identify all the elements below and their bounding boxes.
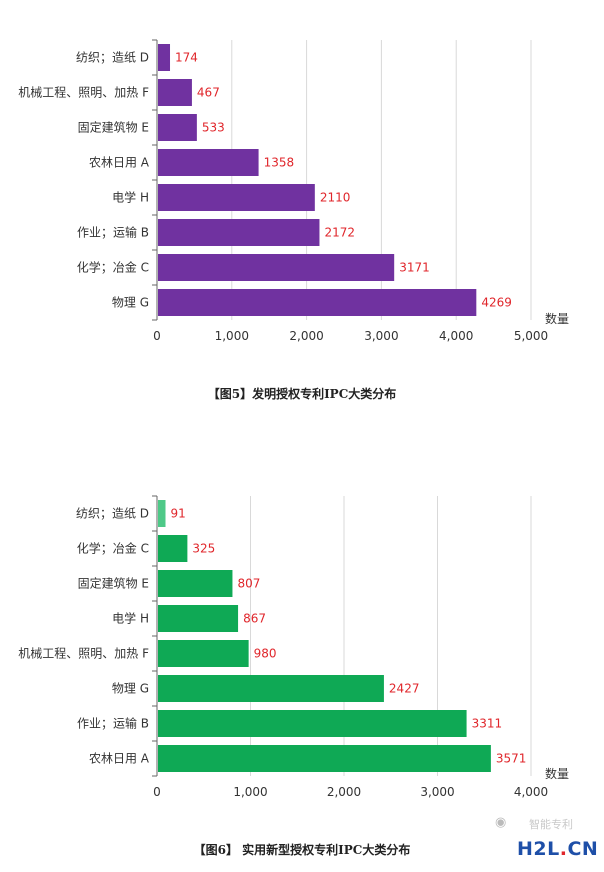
chart2-category-label: 机械工程、照明、加热 F [18,646,149,661]
chart2-category-label: 纺织；造纸 D [76,507,149,521]
chart1-x-tick-label: 1,000 [215,329,249,343]
chart1-x-tick-label: 4,000 [439,329,473,343]
chart2-value-label: 980 [254,647,277,661]
chart2-x-tick-label: 4,000 [514,785,548,799]
chart2-value-label: 3311 [472,717,503,731]
chart1-bar [158,219,320,246]
chart1-category-label: 物理 G [112,296,149,310]
chart2-value-label: 91 [171,507,186,521]
logo-h2l: H2L [517,838,560,860]
chart1-category-label: 农林日用 A [89,156,150,170]
chart1-bar [158,184,315,211]
chart2-x-tick-label: 0 [153,785,161,799]
chart2-category-label: 农林日用 A [89,752,150,766]
chart2-caption: 【图6】 实用新型授权专利IPC大类分布 [193,843,411,857]
chart2-bar [158,535,188,562]
chart2-bar [158,675,384,702]
chart2-category-label: 物理 G [112,682,149,696]
chart1-bar [158,149,259,176]
chart1-bar [158,289,477,316]
chart1-value-label: 467 [197,86,220,100]
chart1-x-axis-title: 数量 [545,311,569,326]
logo-cn: CN [567,838,599,860]
chart2-bar [158,500,166,527]
chart2-value-label: 325 [192,542,215,556]
chart2-x-tick-label: 1,000 [233,785,267,799]
chart1-category-label: 机械工程、照明、加热 F [18,85,149,100]
chart1-bar [158,44,171,71]
logo-dot: . [559,838,568,860]
chart1-category-label: 固定建筑物 E [78,120,149,135]
chart1-category-label: 纺织；造纸 D [76,51,149,65]
chart1-value-label: 533 [202,121,225,135]
chart2-x-tick-label: 2,000 [327,785,361,799]
h2l-logo: H2L.CN [517,838,598,860]
chart2-bar [158,640,249,667]
chart2-bar [158,570,233,597]
chart1-bar [158,254,395,281]
chart2-category-label: 化学；冶金 C [77,541,149,556]
chart2-x-tick-label: 3,000 [420,785,454,799]
chart1-x-tick-label: 3,000 [364,329,398,343]
chart1-category-label: 电学 H [112,190,149,205]
chart1-value-label: 3171 [399,261,430,275]
chart2-bar [158,745,491,772]
chart1-category-label: 作业；运输 B [77,225,149,240]
watermark-faint-text: 智能专利 [529,818,573,831]
chart2-bar [158,710,467,737]
chart2-x-axis-title: 数量 [545,766,569,781]
chart1-x-tick-label: 2,000 [289,329,323,343]
chart2-bar [158,605,239,632]
chart2-value-label: 3571 [496,752,527,766]
chart2-category-label: 电学 H [112,611,149,626]
chart2-category-label: 固定建筑物 E [78,576,149,591]
chart1-bar [158,79,192,106]
chart2-value-label: 867 [243,612,266,626]
chart1-bar [158,114,197,141]
chart1-caption: 【图5】发明授权专利IPC大类分布 [207,387,397,401]
chart1-value-label: 2110 [320,191,351,205]
chart1-value-label: 2172 [324,226,355,240]
chart1-category-label: 化学；冶金 C [77,260,149,275]
chart1-value-label: 4269 [481,296,512,310]
chart1-x-tick-label: 5,000 [514,329,548,343]
chart2-value-label: 2427 [389,682,420,696]
chart1-value-label: 174 [175,51,198,65]
chart2-value-label: 807 [237,577,260,591]
chart1-x-tick-label: 0 [153,329,161,343]
chart2-category-label: 作业；运输 B [77,716,149,731]
chart1-value-label: 1358 [264,156,295,170]
wechat-icon: ◉ [495,815,507,830]
